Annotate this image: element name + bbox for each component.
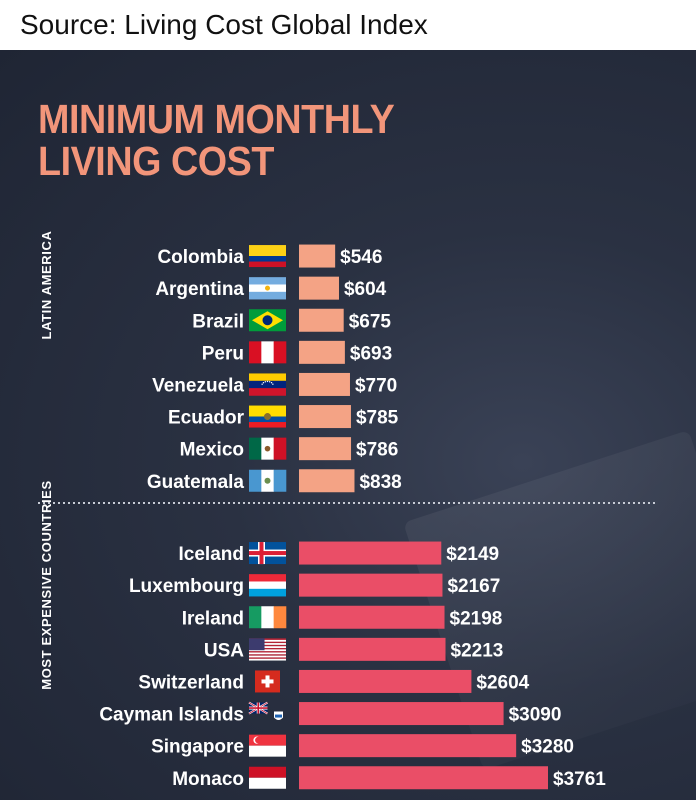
- category-label-guatemala: Guatemala: [147, 472, 245, 493]
- category-label-brazil: Brazil: [192, 311, 244, 332]
- category-label-ireland: Ireland: [182, 608, 244, 629]
- chart-title: MINIMUM MONTHLY LIVING COST: [38, 96, 395, 184]
- bar-brazil: [299, 308, 344, 332]
- flag-colombia-icon: [249, 245, 286, 268]
- bar-switzerland: [299, 669, 472, 693]
- category-label-colombia: Colombia: [157, 247, 244, 268]
- category-label-usa: USA: [204, 640, 244, 661]
- bar-colombia: [299, 244, 336, 268]
- value-label-mexico: $786: [356, 440, 398, 461]
- group-label-most-expensive-countries: MOST EXPENSIVE COUNTRIES: [39, 480, 54, 689]
- flag-monaco-icon: [249, 766, 286, 789]
- value-label-argentina: $604: [344, 279, 387, 300]
- chart-panel: MINIMUM MONTHLY LIVING COST LATIN AMERIC…: [0, 50, 696, 800]
- category-label-iceland: Iceland: [179, 544, 244, 565]
- value-label-singapore: $3280: [521, 737, 574, 758]
- bar-argentina: [299, 276, 339, 300]
- category-label-monaco: Monaco: [172, 769, 244, 790]
- flag-mexico-icon: [249, 437, 287, 460]
- value-label-usa: $2213: [451, 640, 504, 661]
- value-label-switzerland: $2604: [476, 672, 529, 693]
- bar-venezuela: [299, 372, 350, 396]
- flag-cayman-islands-icon: [248, 701, 283, 721]
- bar-luxembourg: [299, 573, 443, 597]
- category-label-ecuador: Ecuador: [168, 408, 245, 429]
- bar-ireland: [299, 605, 445, 629]
- flag-iceland-icon: [249, 542, 286, 565]
- bar-monaco: [299, 766, 548, 790]
- flag-ireland-icon: [249, 606, 287, 629]
- bar-guatemala: [299, 469, 355, 493]
- value-label-guatemala: $838: [359, 472, 401, 493]
- category-label-argentina: Argentina: [155, 279, 244, 300]
- value-label-venezuela: $770: [355, 375, 397, 396]
- bar-singapore: [299, 734, 517, 758]
- flag-switzerland-icon: [255, 670, 280, 693]
- bar-ecuador: [299, 405, 351, 429]
- value-label-ecuador: $785: [356, 408, 399, 429]
- category-label-switzerland: Switzerland: [138, 672, 244, 693]
- category-label-venezuela: Venezuela: [152, 375, 244, 396]
- flag-guatemala-icon: [249, 469, 287, 492]
- flag-argentina-icon: [249, 277, 286, 300]
- value-label-brazil: $675: [349, 311, 392, 332]
- value-label-luxembourg: $2167: [447, 576, 500, 597]
- flag-ecuador-icon: [249, 405, 286, 428]
- value-label-colombia: $546: [340, 247, 382, 268]
- bar-mexico: [299, 437, 352, 461]
- flag-venezuela-icon: [249, 373, 286, 396]
- flag-brazil-icon: [249, 309, 286, 332]
- value-label-peru: $693: [350, 343, 392, 364]
- value-label-cayman-islands: $3090: [509, 705, 562, 726]
- bar-peru: [299, 340, 345, 364]
- category-label-cayman-islands: Cayman Islands: [99, 705, 244, 726]
- bar-iceland: [299, 541, 442, 565]
- flag-peru-icon: [249, 341, 287, 364]
- value-label-iceland: $2149: [446, 544, 499, 565]
- bar-usa: [299, 637, 446, 661]
- value-label-ireland: $2198: [450, 608, 503, 629]
- source-caption: Source: Living Cost Global Index: [0, 0, 696, 50]
- bar-cayman-islands: [299, 702, 504, 726]
- flag-luxembourg-icon: [249, 574, 286, 597]
- value-label-monaco: $3761: [553, 769, 606, 790]
- category-label-luxembourg: Luxembourg: [129, 576, 244, 597]
- flag-singapore-icon: [249, 734, 286, 757]
- category-label-singapore: Singapore: [151, 737, 244, 758]
- category-label-mexico: Mexico: [180, 440, 244, 461]
- group-label-latin-america: LATIN AMERICA: [39, 231, 54, 340]
- flag-usa-icon: [249, 638, 286, 661]
- category-label-peru: Peru: [202, 343, 244, 364]
- bar-chart: LATIN AMERICA Colombia $546 Argentina $604 Br…: [38, 231, 658, 790]
